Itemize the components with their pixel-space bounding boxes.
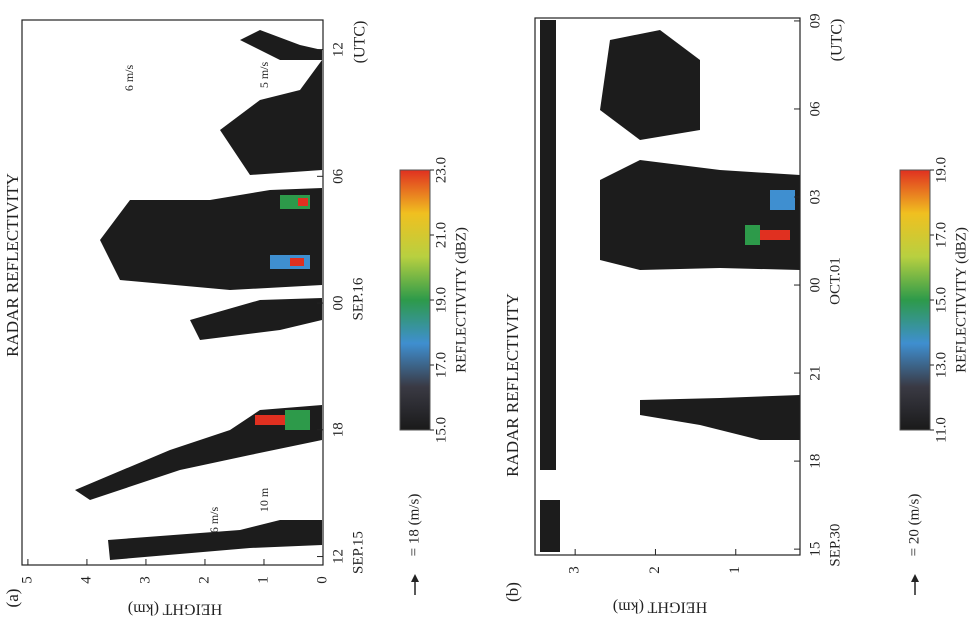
echo (640, 395, 800, 440)
date-label: SEP.16 (350, 277, 366, 320)
y-tick-label: 2 (647, 566, 663, 574)
plot-frame (534, 17, 801, 556)
colorbar-tick-label: 23.0 (433, 157, 449, 183)
date-label: SEP.30 (827, 524, 843, 567)
echo (540, 20, 560, 552)
wind-legend-label: = 20 (m/s) (906, 494, 922, 557)
x-tick-label: 03 (807, 190, 823, 205)
echo (600, 160, 800, 270)
echo (190, 298, 322, 340)
y-axis-label: HEIGHT (km) (128, 600, 222, 617)
y-tick-label: 4 (78, 576, 94, 584)
echo (100, 188, 322, 290)
colorbar-label: REFLECTIVITY (dBZ) (453, 227, 469, 373)
colorbar-tick-label: 19.0 (933, 157, 949, 183)
x-tick-label: 09 (807, 13, 823, 28)
x-tick-label: 00 (330, 296, 346, 311)
echo-core (770, 190, 795, 210)
echo-core (760, 230, 790, 240)
wind-arrow-head (911, 574, 919, 582)
contour-label: 10 m (257, 487, 271, 512)
colorbar-tick-label: 15.0 (933, 287, 949, 313)
y-tick-label: 1 (255, 576, 271, 584)
chart-title: RADAR REFLECTIVITY (503, 293, 522, 477)
contour-label: 6 m/s (207, 507, 221, 534)
echo (220, 60, 322, 175)
y-axis-label: HEIGHT (km) (613, 598, 707, 615)
echo-core (255, 415, 290, 425)
echo-core (290, 258, 304, 266)
x-tick-label: 21 (807, 366, 823, 381)
contour-label: 6 m/s (122, 65, 136, 92)
colorbar-tick-label: 17.0 (433, 352, 449, 378)
colorbar-tick-label: 17.0 (933, 222, 949, 248)
x-tick-label: 06 (330, 168, 346, 184)
colorbar-tick-label: 21.0 (433, 222, 449, 248)
date-label: SEP.15 (350, 531, 366, 574)
x-tick-label: 12 (330, 549, 346, 564)
panel-label: (b) (503, 582, 522, 602)
colorbar-label: REFLECTIVITY (dBZ) (953, 227, 969, 373)
x-tick-label: 12 (330, 42, 346, 57)
colorbar-tick-label: 19.0 (433, 287, 449, 313)
x-tick-label: 18 (807, 454, 823, 469)
echo (108, 520, 322, 560)
chart-title: RADAR REFLECTIVITY (3, 173, 22, 357)
y-tick-label: 0 (314, 576, 330, 584)
x-axis-label: (UTC) (829, 19, 846, 62)
echoes-a (75, 30, 322, 560)
plot-frame (21, 19, 324, 566)
echo-core (745, 225, 760, 245)
panel-label: (a) (3, 589, 22, 608)
x-tick-label: 06 (807, 101, 823, 117)
x-axis-label: (UTC) (352, 21, 369, 64)
echo (75, 405, 322, 500)
x-tick-label: 15 (807, 542, 823, 557)
echo-core (285, 410, 310, 430)
contour-label: 5 m/s (257, 62, 271, 89)
echoes-b (540, 20, 800, 552)
colorbar-tick-label: 11.0 (933, 417, 949, 443)
y-tick-label: 3 (567, 566, 583, 574)
y-tick-label: 1 (727, 566, 743, 574)
colorbar-tick-label: 13.0 (933, 352, 949, 378)
echo (240, 30, 322, 60)
date-label: OCT.01 (827, 257, 843, 305)
echo (600, 30, 700, 140)
x-tick-label: 18 (330, 422, 346, 437)
echo-core (298, 198, 308, 206)
colorbar (899, 169, 931, 431)
y-tick-label: 2 (196, 576, 212, 584)
colorbar-tick-label: 15.0 (433, 417, 449, 443)
y-tick-label: 3 (137, 576, 153, 584)
colorbar (399, 169, 431, 431)
y-tick-label: 5 (19, 576, 35, 584)
wind-arrow-head (411, 574, 419, 582)
x-tick-label: 00 (807, 278, 823, 293)
wind-legend-label: = 18 (m/s) (406, 494, 422, 557)
